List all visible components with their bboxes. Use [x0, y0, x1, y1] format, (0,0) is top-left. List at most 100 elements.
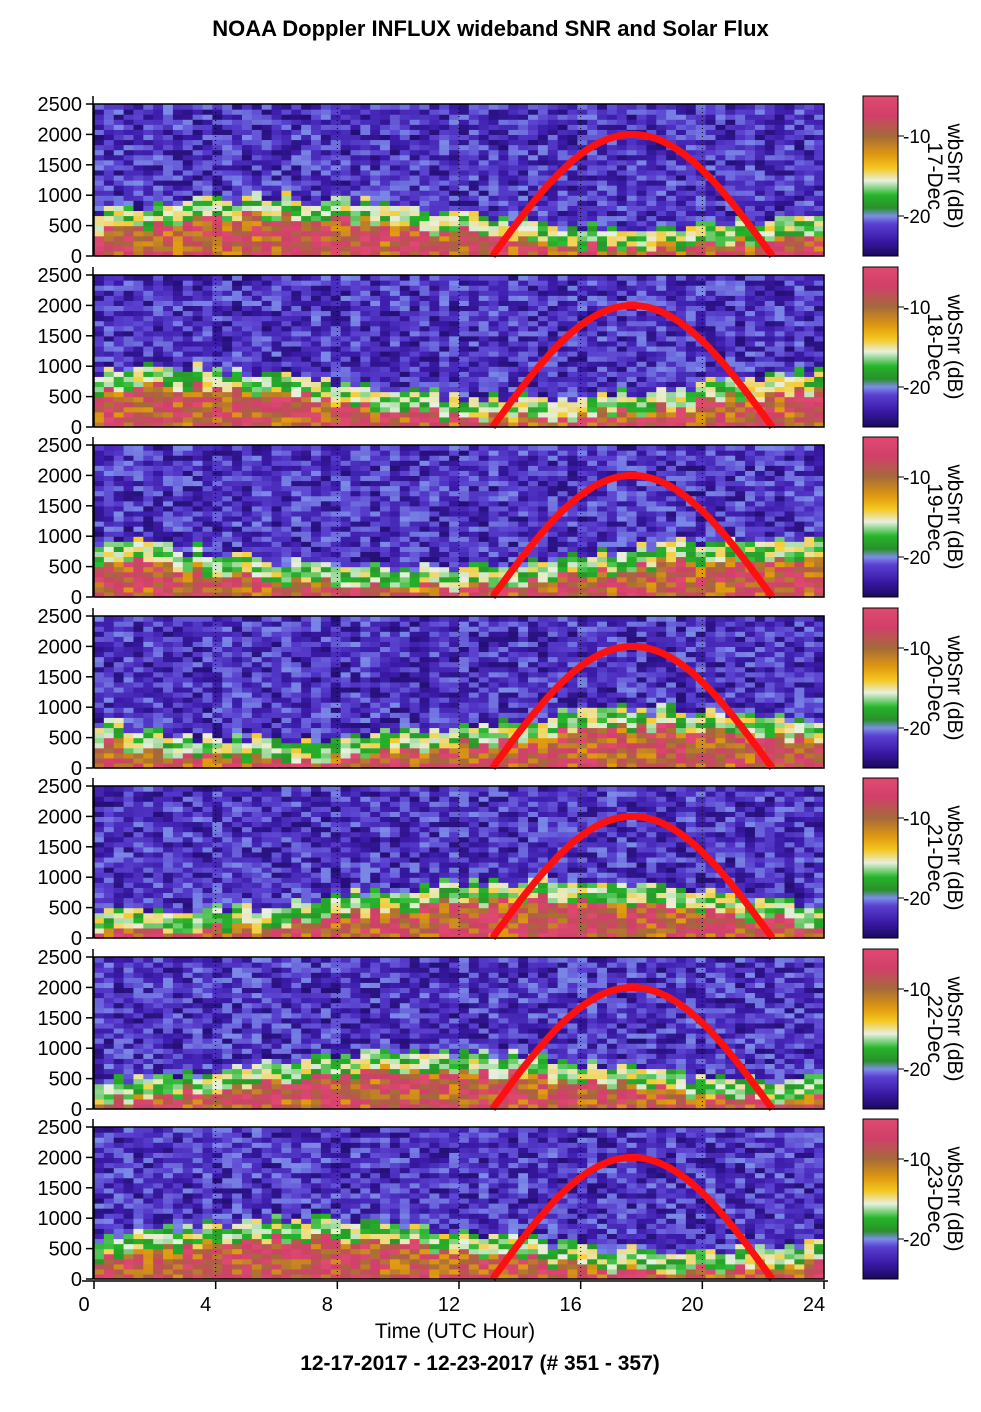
heatmap-cell	[537, 386, 549, 393]
heatmap-cell	[468, 164, 480, 171]
heatmap-cell	[202, 421, 213, 428]
heatmap-cell	[459, 104, 470, 110]
heatmap-cell	[350, 366, 361, 372]
heatmap-cell	[666, 335, 677, 342]
heatmap-cell	[301, 174, 312, 181]
heatmap-cell	[113, 129, 125, 135]
heatmap-cell	[814, 391, 825, 398]
heatmap-cell	[419, 144, 430, 151]
heatmap-cell	[774, 200, 786, 206]
heatmap-cell	[814, 345, 825, 352]
heatmap-cell	[163, 566, 174, 573]
heatmap-cell	[232, 190, 243, 196]
plot-frame	[93, 103, 825, 257]
heatmap-cell	[103, 225, 115, 232]
heatmap-cell	[330, 371, 342, 377]
heatmap-cell	[301, 351, 312, 357]
heatmap-cell	[103, 515, 115, 522]
heatmap-cell	[735, 154, 746, 161]
heatmap-cell	[656, 300, 667, 306]
heatmap-cell	[804, 190, 815, 196]
heatmap-cell	[232, 586, 243, 593]
heatmap-cell	[202, 371, 213, 377]
heatmap-cell	[735, 159, 746, 166]
heatmap-cell	[380, 416, 391, 423]
heatmap-cell	[459, 215, 470, 222]
heatmap-cell	[271, 139, 283, 146]
heatmap-cell	[212, 505, 223, 512]
heatmap-cell	[468, 169, 480, 176]
heatmap-cell	[537, 376, 549, 382]
heatmap-cell	[488, 220, 500, 227]
heatmap-cell	[172, 475, 184, 482]
heatmap-cell	[172, 495, 184, 502]
heatmap-cell	[764, 185, 776, 191]
heatmap-cell	[94, 320, 105, 327]
heatmap-cell	[636, 119, 648, 125]
heatmap-cell	[429, 295, 440, 301]
heatmap-cell	[459, 190, 470, 196]
heatmap-cell	[587, 305, 598, 312]
heatmap-cell	[409, 185, 421, 191]
heatmap-cell	[764, 391, 776, 398]
y-tick-label: 0	[71, 417, 82, 439]
heatmap-cell	[163, 225, 174, 232]
heatmap-cell	[202, 215, 213, 222]
heatmap-cell	[360, 305, 371, 312]
heatmap-cell	[774, 185, 786, 191]
heatmap-cell	[468, 124, 480, 130]
heatmap-cell	[794, 351, 805, 357]
heatmap-cell	[172, 280, 184, 286]
heatmap-cell	[163, 134, 174, 141]
heatmap-cell	[202, 490, 213, 497]
heatmap-cell	[695, 280, 707, 286]
heatmap-cell	[350, 310, 361, 317]
heatmap-cell	[113, 465, 125, 471]
heatmap-cell	[606, 129, 618, 135]
heatmap-cell	[794, 280, 805, 286]
heatmap-cell	[153, 566, 164, 573]
heatmap-cell	[557, 356, 569, 362]
heatmap-cell	[350, 190, 361, 196]
heatmap-cell	[241, 391, 253, 398]
heatmap-cell	[676, 381, 687, 388]
heatmap-cell	[380, 129, 391, 135]
heatmap-cell	[626, 416, 638, 423]
heatmap-cell	[794, 225, 805, 232]
heatmap-cell	[409, 391, 421, 398]
heatmap-cell	[735, 275, 746, 281]
heatmap-cell	[439, 340, 450, 347]
heatmap-cell	[281, 391, 292, 398]
heatmap-cell	[784, 149, 795, 156]
heatmap-cell	[577, 129, 588, 135]
heatmap-cell	[537, 250, 549, 257]
heatmap-cell	[103, 581, 115, 588]
heatmap-cell	[103, 164, 115, 171]
heatmap-cell	[685, 114, 697, 120]
heatmap-cell	[468, 104, 480, 110]
heatmap-cell	[705, 325, 717, 332]
heatmap-cell	[725, 210, 736, 217]
heatmap-cell	[666, 356, 677, 362]
heatmap-cell	[389, 391, 401, 398]
heatmap-cell	[340, 149, 352, 156]
heatmap-cell	[340, 144, 352, 151]
heatmap-cell	[212, 376, 223, 382]
heatmap-cell	[439, 320, 450, 327]
heatmap-cell	[370, 119, 381, 125]
heatmap-cell	[389, 285, 401, 291]
heatmap-cell	[153, 386, 164, 393]
heatmap-cell	[261, 330, 273, 337]
heatmap-cell	[123, 335, 135, 342]
heatmap-cell	[784, 164, 795, 171]
heatmap-cell	[508, 361, 519, 367]
heatmap-cell	[202, 310, 213, 317]
heatmap-cell	[537, 285, 549, 291]
heatmap-cell	[498, 325, 509, 332]
heatmap-cell	[103, 195, 115, 201]
heatmap-cell	[389, 154, 401, 161]
heatmap-cell	[143, 320, 154, 327]
heatmap-cell	[419, 371, 430, 377]
heatmap-cell	[745, 386, 756, 393]
heatmap-cell	[251, 285, 263, 291]
